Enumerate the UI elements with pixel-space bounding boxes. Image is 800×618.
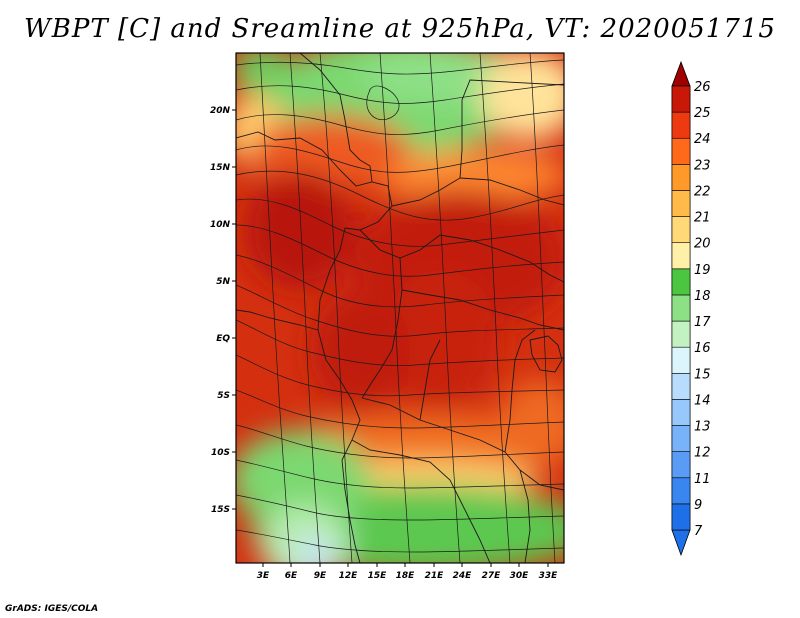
colorbar-label: 23 (694, 158, 711, 173)
lon-label: 15E (368, 571, 388, 581)
colorbar-label: 20 (694, 237, 711, 252)
colorbar-segment (671, 451, 691, 479)
colorbar-segment (671, 372, 691, 400)
colorbar-label: 21 (694, 211, 711, 226)
colorbar-label: 11 (694, 472, 711, 487)
colorbar-segment (671, 242, 691, 270)
lon-label: 33E (539, 571, 559, 581)
colorbar-label: 14 (694, 393, 711, 408)
colorbar-segment (671, 294, 691, 322)
grads-credit: GrADS: IGES/COLA (5, 604, 99, 614)
colorbar-segment (671, 425, 691, 452)
colorbar-label: 24 (694, 132, 711, 147)
lon-label: 6E (285, 571, 298, 581)
lon-label: 24E (453, 571, 473, 581)
colorbar-segment (671, 268, 691, 296)
lat-label: 15S (211, 505, 230, 515)
lat-label: 10S (211, 448, 230, 458)
lat-label: EQ (216, 334, 230, 344)
map-title: WBPT [C] and Sreamline at 925hPa, VT: 20… (24, 14, 776, 44)
colorbar-segment (671, 164, 691, 191)
colorbar-label: 16 (694, 341, 711, 356)
map-frame (235, 52, 565, 564)
lat-label: 15N (210, 163, 231, 173)
colorbar-label: 22 (694, 184, 711, 199)
colorbar-segment (671, 85, 691, 113)
lat-label: 5S (217, 391, 230, 401)
colorbar-top-arrow (671, 60, 691, 87)
lon-label: 9E (314, 571, 327, 581)
colorbar-segment (671, 477, 691, 505)
colorbar-segment (671, 190, 691, 217)
lon-label: 27E (482, 571, 502, 581)
colorbar: 7 9 11 12 13 14 15 16 17 18 19 20 21 22 23 24 25 26 (671, 60, 711, 557)
lon-axis: 3E 6E 9E 12E 15E 18E 21E 24E 27E 30E 33E (257, 563, 558, 581)
colorbar-label: 25 (694, 106, 711, 121)
colorbar-segment (671, 346, 691, 374)
lat-label: 20N (210, 106, 231, 116)
lon-label: 30E (510, 571, 530, 581)
lon-label: 12E (339, 571, 359, 581)
streamlines (236, 53, 564, 563)
colorbar-label: 26 (694, 80, 711, 95)
colorbar-segment (671, 399, 691, 426)
colorbar-label: 19 (694, 263, 711, 278)
colorbar-segment (671, 503, 691, 531)
lon-label: 21E (425, 571, 445, 581)
lon-label: 18E (396, 571, 416, 581)
lat-label: 5N (216, 277, 230, 287)
colorbar-segment (671, 137, 691, 165)
colorbar-segment (671, 111, 691, 139)
colorbar-label: 13 (694, 420, 711, 435)
lon-label: 3E (257, 571, 270, 581)
colorbar-label: 15 (694, 367, 711, 382)
colorbar-label: 12 (694, 446, 711, 461)
colorbar-segment (671, 216, 691, 244)
map-panel (236, 53, 564, 563)
lat-label: 10N (210, 220, 231, 230)
colorbar-label: 18 (694, 289, 711, 304)
colorbar-label: 9 (694, 498, 702, 513)
lat-axis: 20N 15N 10N 5N EQ 5S 10S 15S (210, 106, 236, 515)
colorbar-label: 7 (694, 524, 703, 539)
colorbar-bottom-arrow (671, 529, 691, 557)
colorbar-label: 17 (694, 315, 711, 330)
colorbar-segment (671, 320, 691, 348)
